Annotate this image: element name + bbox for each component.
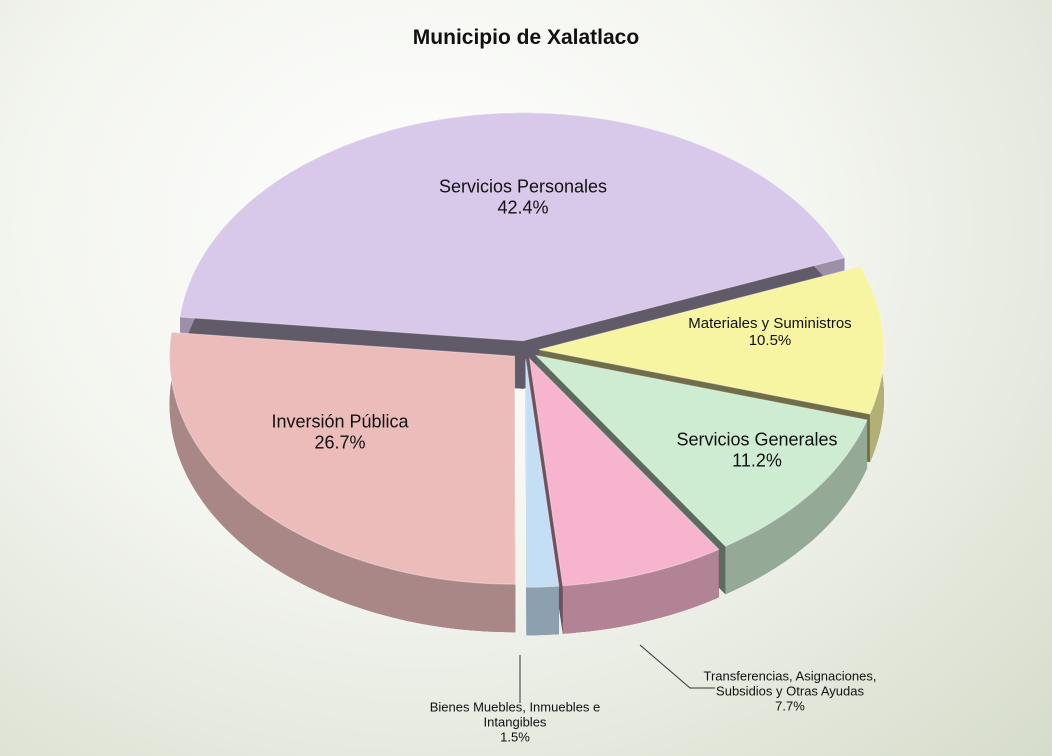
slice-label: Servicios Generales 11.2% (647, 429, 867, 470)
slice (169, 331, 516, 585)
slice-side (169, 332, 516, 633)
slice (534, 354, 868, 547)
slice (525, 359, 560, 588)
category-label: Transferencias, Asignaciones, Subsidios … (703, 668, 877, 699)
slice-cut (525, 359, 527, 636)
value-label: 26.7% (314, 432, 366, 452)
slice-side (526, 586, 559, 636)
value-label: 11.2% (732, 450, 782, 470)
category-label: Servicios Personales (438, 176, 608, 197)
slice-side (725, 420, 868, 595)
slice-label: Materiales y Suministros 10.5% (660, 315, 880, 350)
chart-title: Municipio de Xalatlaco (412, 26, 640, 49)
category-label: Inversión Pública (271, 411, 409, 432)
slice-side (562, 549, 719, 634)
category-label: Servicios Generales (676, 429, 838, 450)
value-label: 1.5% (500, 729, 530, 745)
slice (179, 112, 846, 342)
slice-label: Inversión Pública 26.7% (240, 411, 440, 452)
slice-label: Servicios Personales 42.4% (393, 176, 653, 217)
category-label: Bienes Muebles, Inmuebles e Intangibles (429, 699, 601, 730)
category-label: Materiales y Suministros (688, 314, 852, 332)
value-label: 42.4% (497, 197, 549, 217)
slice-label: Bienes Muebles, Inmuebles e Intangibles 1… (410, 699, 620, 746)
value-label: 10.5% (748, 332, 792, 349)
slice-label: Transferencias, Asignaciones, Subsidios … (695, 668, 885, 715)
value-label: 7.7% (775, 698, 805, 714)
slice (538, 266, 885, 415)
slice (528, 357, 720, 587)
leader-line (639, 644, 715, 689)
